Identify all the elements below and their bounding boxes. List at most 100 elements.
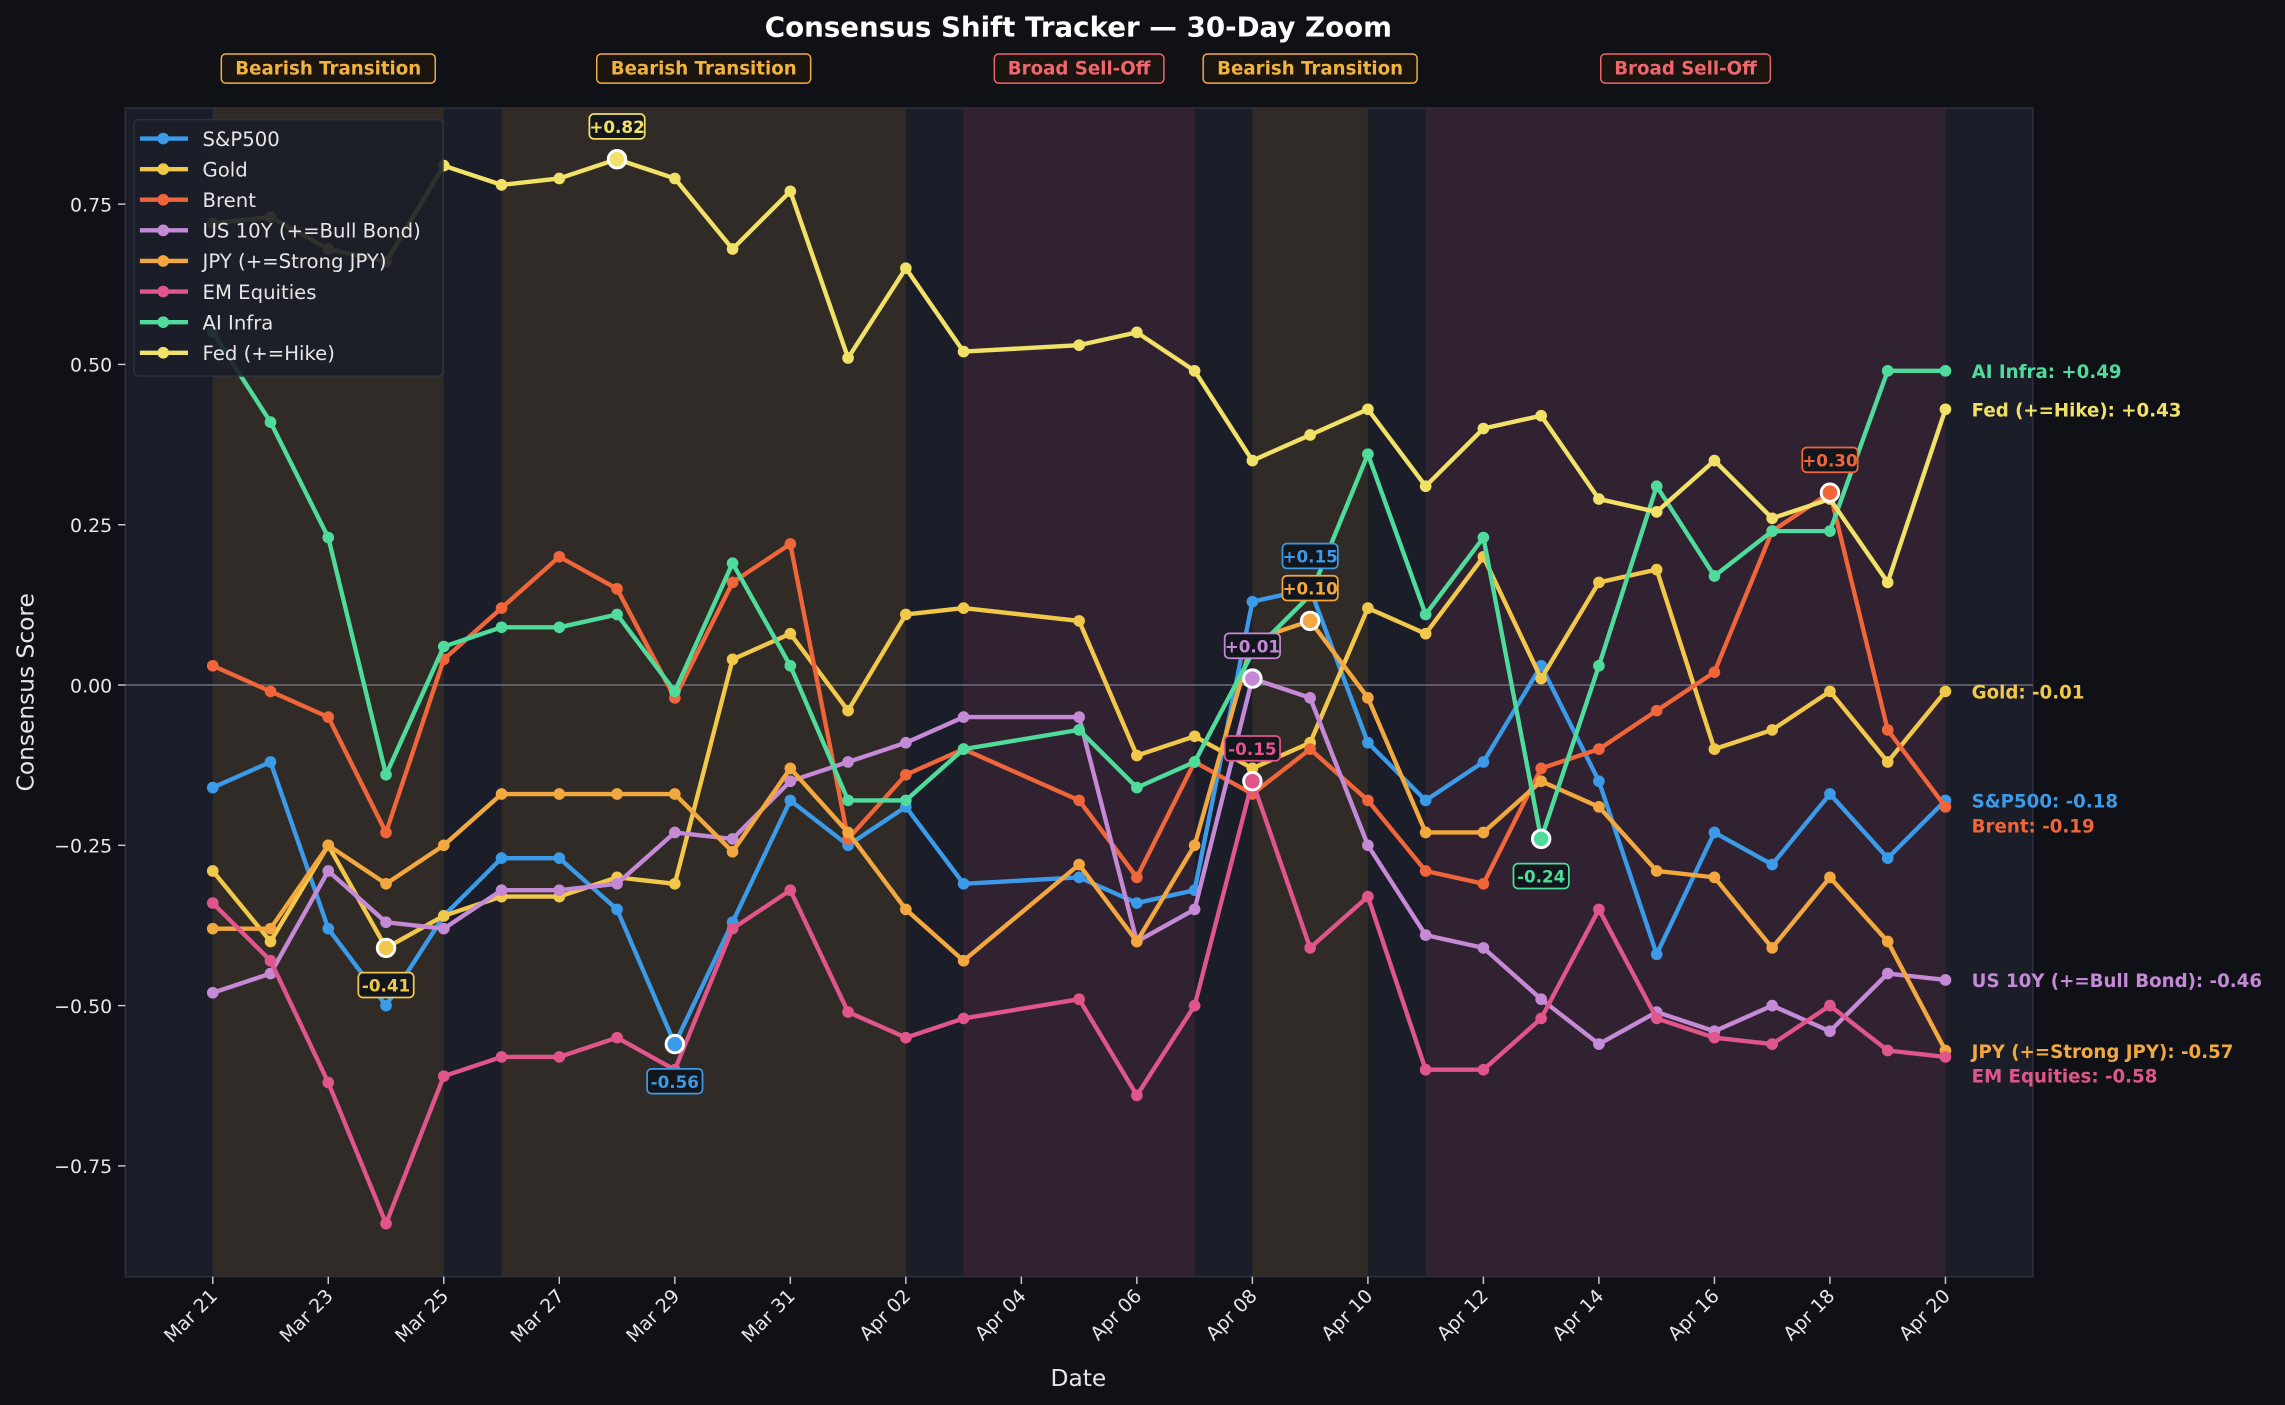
data-point: [784, 775, 797, 788]
legend-marker: [157, 193, 170, 206]
annotations: -0.41 +0.82 -0.56 +0.01 -0.15 +0.15 +0.10 -0.24…: [357, 113, 1859, 1095]
legend-marker: [157, 255, 170, 267]
data-point: [957, 602, 970, 614]
data-point: [1188, 839, 1201, 852]
data-point: [1073, 993, 1085, 1006]
data-point: [1881, 1044, 1894, 1057]
data-point: [611, 583, 623, 595]
data-point: [206, 865, 219, 877]
data-point: [380, 826, 392, 839]
data-point: [784, 627, 797, 640]
data-point: [1246, 595, 1259, 608]
data-point: [668, 826, 681, 839]
regime-band: [963, 107, 1195, 1277]
data-point: [1650, 480, 1663, 493]
data-point: [1362, 448, 1374, 461]
regime-label: Broad Sell-Off: [1008, 58, 1151, 79]
data-point: [1824, 871, 1836, 884]
regime-label: Broad Sell-Off: [1614, 58, 1757, 79]
data-point: [784, 185, 797, 198]
data-point: [495, 621, 508, 634]
data-point: [553, 1051, 566, 1063]
data-point: [900, 1031, 912, 1044]
data-point: [1824, 788, 1836, 800]
data-point: [726, 922, 739, 935]
data-point: [1708, 666, 1721, 679]
data-point: [1535, 409, 1547, 422]
annotation-label: -0.15: [1228, 739, 1276, 759]
data-point: [1535, 672, 1547, 685]
data-point: [1708, 826, 1721, 839]
data-point: [1304, 942, 1316, 954]
data-point: [784, 794, 797, 807]
data-point: [380, 916, 392, 929]
data-point: [1362, 736, 1374, 749]
data-point: [1593, 903, 1605, 916]
y-tick-label: 0.00: [70, 675, 112, 697]
legend-entry: AI Infra: [203, 311, 274, 334]
data-point: [726, 833, 739, 845]
data-point: [1650, 1012, 1663, 1025]
data-point: [1477, 531, 1490, 544]
data-point: [1362, 602, 1374, 614]
data-point: [1131, 935, 1143, 948]
data-point: [1304, 692, 1316, 704]
regime-bands: Bearish Transition Bearish Transition Broa…: [212, 53, 1946, 1277]
data-point: [1188, 364, 1201, 377]
data-point: [1419, 865, 1432, 877]
regime-label-box: [595, 53, 812, 84]
legend-entry: Brent: [203, 189, 257, 212]
annotation-box: [646, 1067, 704, 1095]
y-axis-label: Consensus Score: [13, 593, 40, 791]
data-point: [1477, 1063, 1490, 1076]
data-point: [1362, 890, 1374, 903]
data-point: [726, 243, 739, 255]
annotation-label: -0.41: [362, 976, 410, 996]
data-point: [900, 794, 912, 807]
data-point: [1593, 775, 1605, 788]
end-label: S&P500: -0.18: [1972, 792, 2118, 813]
end-label: Fed (+=Hike): +0.43: [1972, 401, 2182, 422]
data-point: [1939, 974, 1952, 986]
data-point: [957, 877, 970, 890]
data-point: [1419, 794, 1432, 807]
series-line-3: [212, 676, 1946, 1047]
data-point: [322, 839, 335, 852]
data-point: [495, 1051, 508, 1063]
end-label: US 10Y (+=Bull Bond): -0.46: [1972, 971, 2262, 992]
data-point: [1477, 826, 1490, 839]
legend-entry: S&P500: [203, 128, 280, 151]
regime-label: Bearish Transition: [235, 58, 421, 79]
data-point: [322, 1076, 335, 1089]
data-point: [1304, 429, 1316, 441]
data-point: [495, 179, 508, 191]
data-point: [495, 884, 508, 897]
data-point: [900, 903, 912, 916]
data-point: [1766, 858, 1779, 871]
data-point: [900, 736, 912, 749]
legend-entry: JPY (+=Strong JPY): [201, 250, 387, 273]
legend-marker: [157, 132, 170, 145]
data-point: [495, 852, 508, 864]
data-point: [1419, 627, 1432, 640]
data-point: [1708, 1031, 1721, 1044]
regime-label-box: [1202, 53, 1418, 84]
data-point: [1593, 1038, 1605, 1050]
legend-entry: Fed (+=Hike): [203, 342, 335, 365]
data-point: [206, 897, 219, 909]
data-point: [1477, 942, 1490, 954]
data-point: [1766, 999, 1779, 1012]
legend-marker: [157, 163, 170, 175]
data-point: [842, 826, 854, 839]
annotation-label: +0.15: [1282, 547, 1337, 567]
data-point: [957, 954, 970, 967]
data-point: [957, 743, 970, 755]
data-point: [380, 999, 392, 1012]
y-tick-label: −0.50: [54, 996, 112, 1018]
annotation-box: [1512, 862, 1570, 890]
data-point: [611, 877, 623, 890]
data-point: [1535, 1012, 1547, 1025]
regime-label-box: [993, 53, 1165, 84]
data-point: [264, 756, 277, 768]
